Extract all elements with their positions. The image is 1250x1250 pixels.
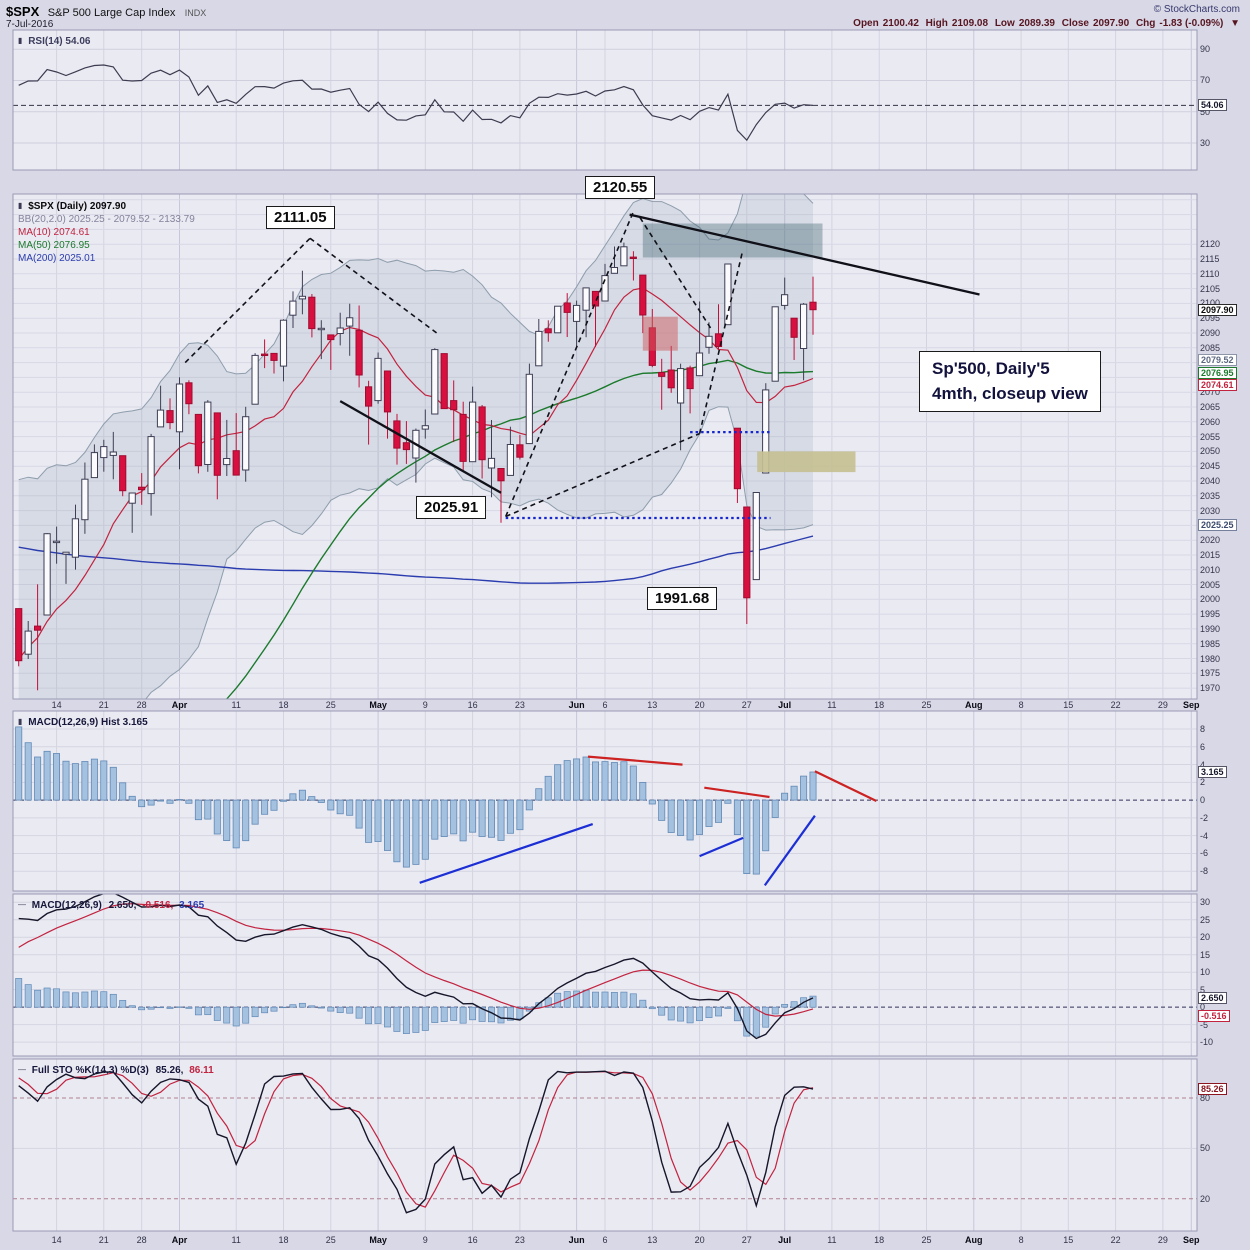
chart-note: Sp'500, Daily'5 4mth, closeup view xyxy=(919,351,1101,413)
vertical-gridlines xyxy=(56,30,1192,1231)
chart-date: 7-Jul-2016 xyxy=(6,19,54,30)
line-icon: — xyxy=(18,900,26,909)
change-down-arrow-icon: ▼ xyxy=(1230,18,1240,29)
macd-hist-value: 3.165 xyxy=(179,900,205,911)
open-label: Open xyxy=(853,18,879,29)
ma10-legend: MA(10) 2074.61 xyxy=(18,227,90,238)
macd-value: 2.650, xyxy=(108,900,137,911)
ticker-symbol: $SPX xyxy=(6,4,40,19)
chart-note-line1: Sp'500, Daily'5 xyxy=(932,359,1050,378)
high-value: 2109.08 xyxy=(951,18,989,29)
macd-histogram xyxy=(15,726,817,875)
sto-k-value: 85.26, xyxy=(155,1065,184,1076)
high-label: High xyxy=(925,18,948,29)
bb-legend: BB(20,2.0) 2025.25 - 2079.52 - 2133.79 xyxy=(18,214,195,225)
hist-label: MACD(12,26,9) Hist 3.165 xyxy=(28,717,148,728)
open-value: 2100.42 xyxy=(882,18,919,29)
trend-lines xyxy=(184,211,980,520)
macd-lines xyxy=(15,894,817,1040)
change-value: -1.83 (-0.09%) xyxy=(1159,18,1224,29)
chart-header: $SPX S&P 500 Large Cap Index INDX xyxy=(6,3,206,21)
hist-panel-title: ▮ MACD(12,26,9) Hist 3.165 xyxy=(18,715,148,729)
index-name: S&P 500 Large Cap Index xyxy=(47,7,176,19)
rsi-line xyxy=(18,64,814,142)
macd-signal-value: -0.516, xyxy=(142,900,174,911)
chart-note-line2: 4mth, closeup view xyxy=(932,383,1088,403)
close-value: 2097.90 xyxy=(1093,18,1130,29)
candlestick-icon: ▮ xyxy=(18,201,23,210)
macd-label: MACD(12,26,9) xyxy=(31,900,102,911)
price-title-row: ▮ $SPX (Daily) 2097.90 xyxy=(18,199,195,213)
histogram-icon: ▮ xyxy=(18,36,23,45)
annotation-may-low: 2025.91 xyxy=(416,496,487,519)
change-label: Chg xyxy=(1135,18,1156,29)
sto-d-value: 86.11 xyxy=(189,1065,214,1076)
annotation-brexit-low: 1991.68 xyxy=(647,587,718,610)
price-panel-legend: ▮ $SPX (Daily) 2097.90 BB(20,2.0) 2025.2… xyxy=(18,199,195,265)
annotation-june-high: 2120.55 xyxy=(585,176,656,199)
annotation-april-high: 2111.05 xyxy=(266,206,335,229)
stockcharts-copyright: © StockCharts.com xyxy=(1153,4,1240,15)
low-value: 2089.39 xyxy=(1018,18,1055,29)
line-icon: — xyxy=(18,1065,26,1074)
exchange-label: INDX xyxy=(184,8,207,18)
histogram-icon: ▮ xyxy=(18,717,23,726)
sto-panel-title: — Full STO %K(14,3) %D(3) 85.26, 86.11 xyxy=(18,1063,214,1077)
low-label: Low xyxy=(994,18,1015,29)
macd-panel-title: — MACD(12,26,9) 2.650, -0.516, 3.165 xyxy=(18,898,204,912)
price-title: $SPX (Daily) 2097.90 xyxy=(28,201,127,212)
rsi-label: RSI(14) 54.06 xyxy=(28,36,91,47)
ma50-legend: MA(50) 2076.95 xyxy=(18,240,90,251)
close-label: Close xyxy=(1061,18,1089,29)
ohlc-summary: Open 2100.42 High 2109.08 Low 2089.39 Close… xyxy=(849,18,1240,29)
sto-label: Full STO %K(14,3) %D(3) xyxy=(31,1065,149,1076)
histogram-trend-lines xyxy=(419,755,877,887)
ma200-legend: MA(200) 2025.01 xyxy=(18,253,96,264)
stochastic-lines xyxy=(18,1070,814,1214)
rsi-panel-title: ▮ RSI(14) 54.06 xyxy=(18,34,90,48)
